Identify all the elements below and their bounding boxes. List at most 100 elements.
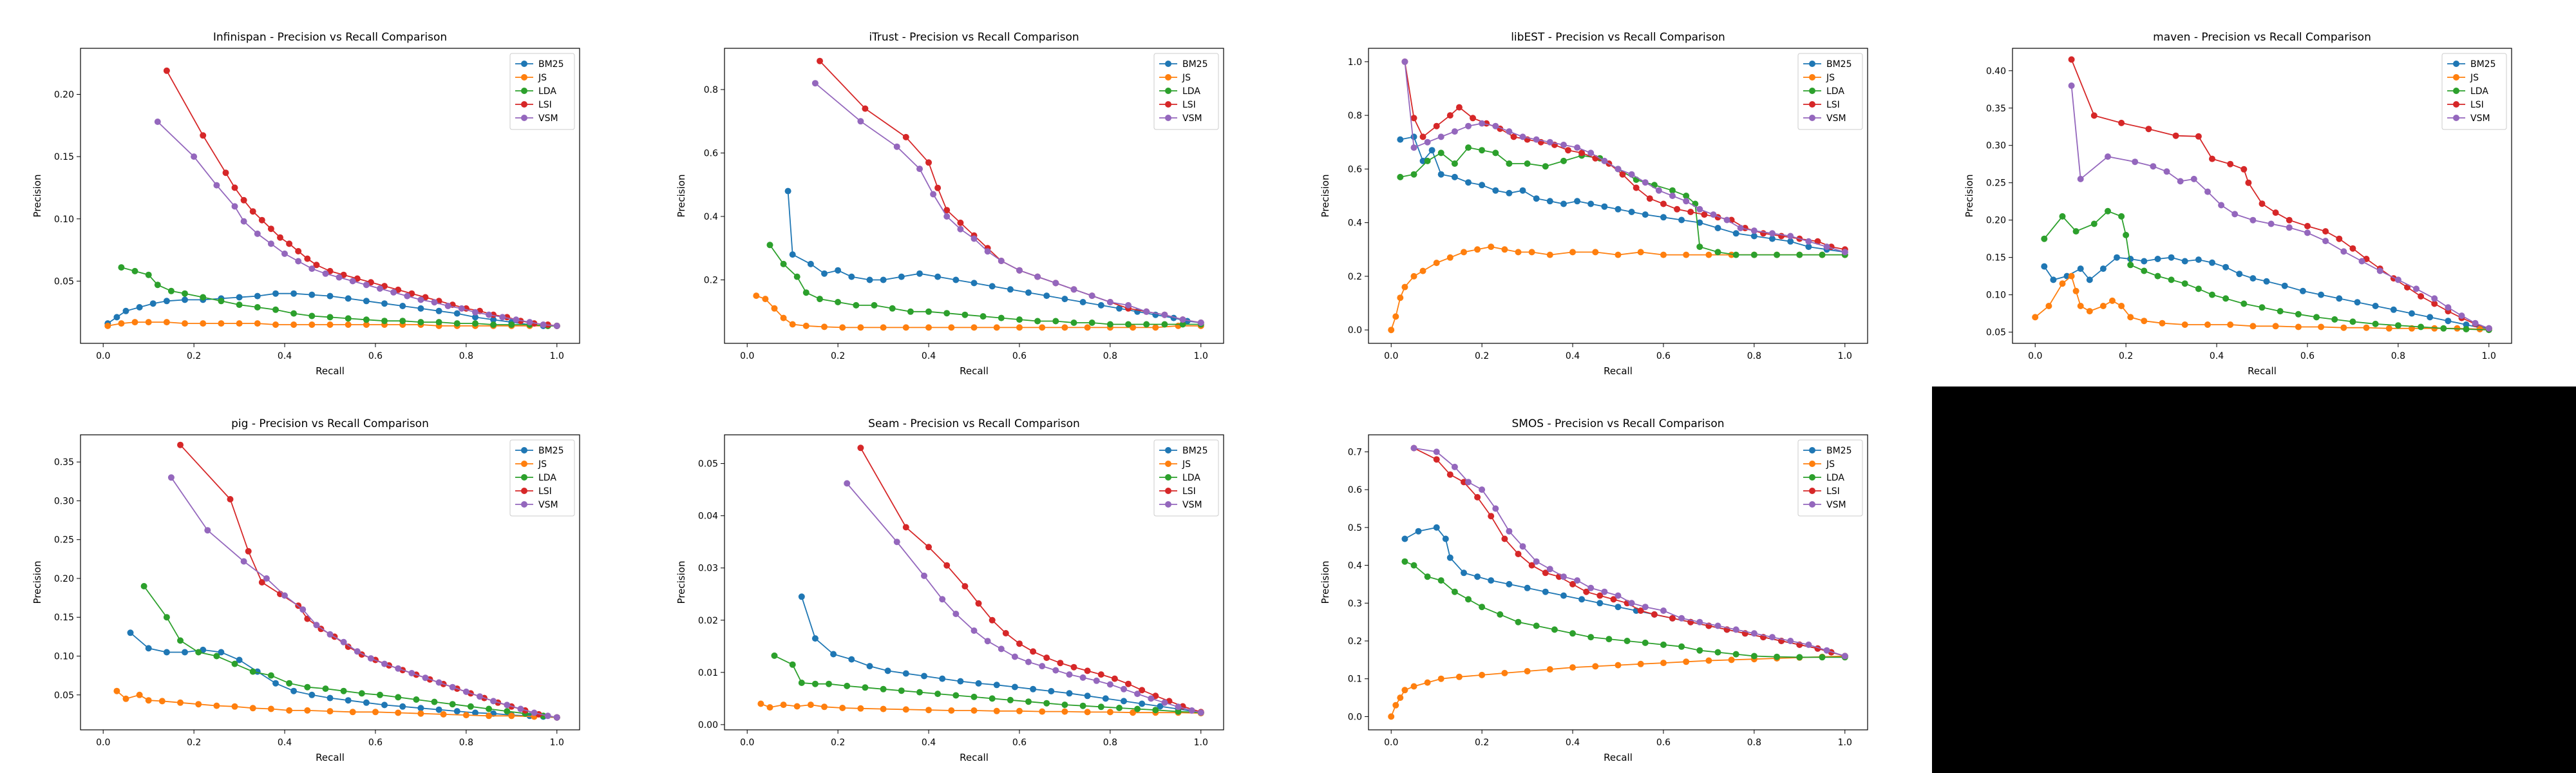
data-point-lda [853, 301, 860, 309]
x-tick-label: 1.0 [1838, 351, 1852, 361]
data-point-vsm [1546, 138, 1553, 146]
data-point-vsm [540, 321, 547, 328]
data-point-bm25 [2427, 314, 2434, 321]
x-tick-label: 0.2 [2119, 351, 2133, 361]
data-point-vsm [2431, 295, 2438, 302]
data-point-lsi [1669, 615, 1676, 622]
data-point-js [1061, 324, 1068, 331]
data-point-bm25 [218, 649, 225, 656]
data-point-js [2363, 324, 2370, 331]
data-point-js [158, 698, 166, 705]
data-point-bm25 [327, 694, 334, 701]
y-tick-label: 0.05 [54, 691, 74, 701]
series-vsm [167, 474, 560, 721]
data-point-js [145, 697, 152, 704]
data-point-lda [272, 306, 279, 313]
axes-frame [1368, 48, 1868, 344]
data-point-js [290, 321, 298, 328]
data-point-lda [817, 296, 823, 303]
data-point-lda [2349, 318, 2356, 325]
data-point-vsm [1787, 638, 1794, 644]
data-point-lda [2463, 326, 2470, 332]
data-point-vsm [472, 309, 478, 316]
data-point-vsm [1546, 566, 1553, 573]
data-point-lsi [2090, 112, 2098, 119]
data-point-lsi [1097, 671, 1104, 678]
data-point-lda [417, 319, 424, 326]
data-point-lda [1524, 160, 1531, 167]
data-point-vsm [1669, 193, 1676, 199]
data-point-js [925, 707, 932, 714]
data-point-vsm [1424, 138, 1431, 146]
data-point-lsi [1030, 648, 1037, 655]
legend-label: LSI [1182, 100, 1196, 110]
data-point-vsm [2358, 258, 2365, 265]
data-point-lda [1465, 144, 1472, 151]
data-point-lda [182, 290, 188, 297]
data-point-js [807, 701, 814, 709]
x-tick-label: 0.0 [740, 351, 754, 361]
series-vsm [811, 80, 1204, 326]
data-point-lsi [2068, 56, 2075, 63]
data-point-js [771, 305, 778, 312]
data-point-lda [889, 305, 896, 312]
data-point-vsm [553, 322, 560, 329]
data-point-bm25 [1048, 688, 1055, 694]
data-point-lda [290, 310, 298, 317]
data-point-js [948, 324, 955, 331]
y-axis-label: Precision [1964, 175, 1975, 218]
data-point-lda [971, 693, 978, 700]
legend-label: VSM [1826, 500, 1846, 510]
data-point-vsm [490, 698, 497, 705]
data-point-bm25 [1642, 211, 1649, 218]
data-point-lsi [925, 544, 932, 551]
data-point-lda [2041, 235, 2048, 242]
legend-marker [1165, 88, 1171, 94]
data-point-lda [1796, 251, 1803, 258]
data-point-lsi [1461, 479, 1467, 486]
data-point-bm25 [1043, 292, 1050, 300]
data-point-vsm [1410, 144, 1417, 151]
data-point-js [1401, 687, 1408, 694]
legend-item-lsi: LSI [1803, 100, 1840, 110]
data-point-js [1061, 708, 1068, 715]
data-point-bm25 [1061, 296, 1068, 303]
data-point-vsm [1492, 505, 1499, 512]
data-point-lda [1043, 700, 1050, 707]
legend-item-bm25: BM25 [1803, 59, 1852, 70]
legend-marker [521, 447, 527, 453]
data-point-lda [934, 691, 942, 698]
data-point-vsm [1696, 205, 1703, 213]
data-point-lsi [2118, 119, 2125, 126]
data-point-lsi [1687, 209, 1694, 215]
y-tick-label: 0.7 [1348, 447, 1362, 457]
data-point-lsi [862, 105, 869, 112]
legend-label: BM25 [1826, 446, 1852, 456]
data-point-lsi [2227, 160, 2234, 167]
data-point-lda [798, 680, 805, 686]
legend-item-lsi: LSI [515, 486, 552, 497]
data-point-vsm [811, 80, 819, 87]
data-point-bm25 [453, 310, 460, 317]
data-point-vsm [1451, 463, 1458, 470]
chart-title: maven - Precision vs Recall Comparison [2153, 31, 2371, 44]
data-point-vsm [1823, 243, 1830, 251]
data-point-lsi [934, 184, 942, 191]
data-point-vsm [499, 314, 506, 321]
data-point-bm25 [2390, 306, 2397, 313]
x-axis-label: Recall [2248, 365, 2277, 377]
data-point-vsm [281, 250, 288, 257]
data-point-lda [2090, 220, 2098, 227]
data-point-bm25 [1419, 157, 1426, 164]
data-point-vsm [477, 693, 483, 700]
data-point-js [462, 712, 469, 719]
axes-frame [724, 434, 1224, 730]
axes-frame [80, 434, 580, 730]
data-point-lda [907, 308, 914, 315]
data-point-vsm [1823, 647, 1830, 654]
legend-marker [521, 474, 527, 481]
legend: BM25 JS LDA LSI VSM [1153, 53, 1219, 130]
series-line-lsi [1414, 447, 1846, 657]
data-point-js [267, 705, 274, 712]
data-point-lda [1052, 318, 1059, 325]
